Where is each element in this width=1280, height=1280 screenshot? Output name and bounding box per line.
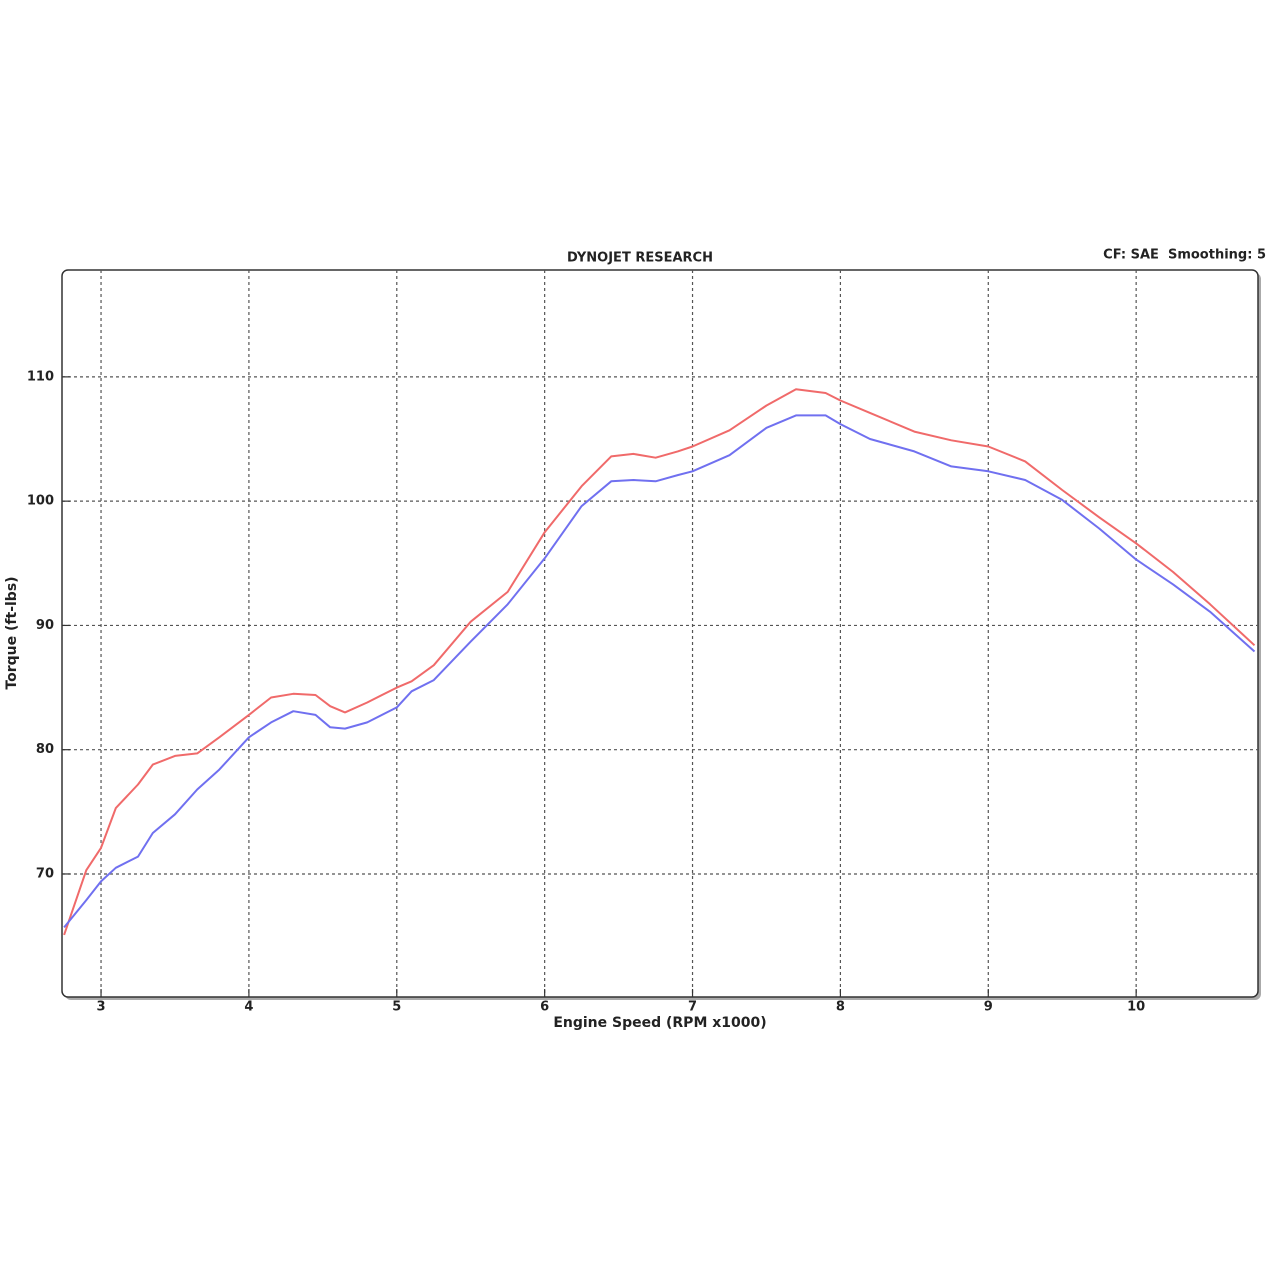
x-tick-label: 3 (97, 1000, 106, 1015)
chart-subtitle: CF: SAE Smoothing: 5 (1103, 248, 1266, 263)
y-tick-label: 110 (27, 369, 54, 384)
chart-title: DYNOJET RESEARCH (567, 251, 713, 266)
plot-frame (61, 269, 1259, 998)
x-tick-label: 4 (244, 1000, 253, 1015)
y-tick-label: 80 (36, 742, 54, 757)
x-tick-label: 6 (540, 1000, 549, 1015)
x-tick-label: 10 (1127, 1000, 1145, 1015)
data-line (63, 414, 1256, 929)
x-tick-label: 8 (836, 1000, 845, 1015)
y-axis-label: Torque (ft-lbs) (4, 576, 20, 689)
x-axis-label: Engine Speed (RPM x1000) (553, 1015, 766, 1031)
y-tick-label: 100 (27, 494, 54, 509)
x-tick-label: 9 (984, 1000, 993, 1015)
x-tick-label: 7 (688, 1000, 697, 1015)
x-tick-label: 5 (392, 1000, 401, 1015)
y-tick-label: 70 (36, 866, 54, 881)
y-tick-label: 90 (36, 618, 54, 633)
data-line (63, 388, 1256, 936)
